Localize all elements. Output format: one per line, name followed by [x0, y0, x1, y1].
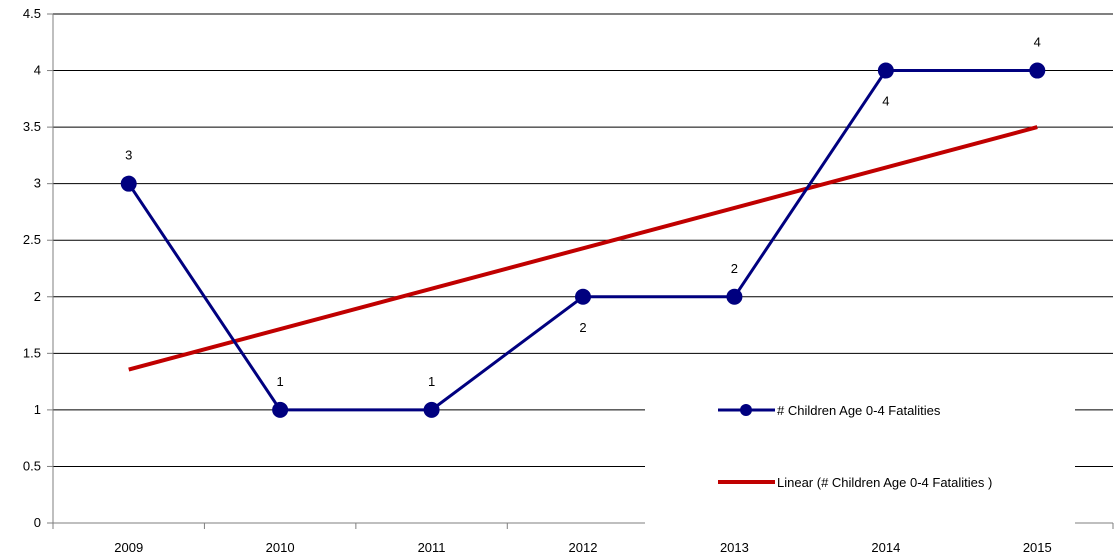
trendline: [128, 125, 1038, 372]
y-tick-label: 3.5: [23, 119, 41, 134]
data-label: 3: [125, 148, 132, 163]
y-tick-label: 1.5: [23, 345, 41, 360]
data-label: 1: [428, 374, 435, 389]
x-tick-label: 2015: [1023, 540, 1052, 555]
x-tick-label: 2014: [871, 540, 900, 555]
y-tick-label: 4.5: [23, 6, 41, 21]
legend-background: [645, 380, 1075, 530]
series-group: [120, 62, 1046, 418]
trendline-group: [128, 125, 1038, 372]
y-tick-label: 1: [34, 402, 41, 417]
legend-series-label: # Children Age 0-4 Fatalities: [777, 403, 941, 418]
data-label: 2: [579, 320, 586, 335]
y-tick-label: 2: [34, 289, 41, 304]
x-tick-label: 2012: [569, 540, 598, 555]
legend-trendline-label: Linear (# Children Age 0-4 Fatalities ): [777, 475, 992, 490]
data-label: 1: [277, 374, 284, 389]
y-tick-label: 4: [34, 63, 41, 78]
legend-series-marker: [740, 404, 752, 416]
x-tick-label: 2011: [418, 540, 446, 555]
y-tick-label: 0.5: [23, 458, 41, 473]
data-point: [272, 401, 289, 418]
x-tick-label: 2013: [720, 540, 749, 555]
x-tick-label: 2009: [114, 540, 143, 555]
data-labels: 3 1 1 2 2 4 4: [125, 35, 1041, 389]
x-tick-label: 2010: [266, 540, 295, 555]
y-tick-label: 2.5: [23, 232, 41, 247]
gridlines: [53, 13, 1113, 467]
legend: # Children Age 0-4 Fatalities Linear (# …: [645, 380, 1075, 530]
y-tick-label: 3: [34, 176, 41, 191]
data-label: 2: [731, 261, 738, 276]
y-tick-label: 0: [34, 515, 41, 530]
data-point: [120, 175, 137, 192]
data-point: [1029, 62, 1046, 79]
data-label: 4: [882, 94, 889, 109]
data-point: [575, 288, 591, 305]
data-point: [726, 288, 743, 305]
data-label: 4: [1034, 35, 1041, 50]
x-axis-ticks: 2009 2010 2011 2012 2013 2014 2015: [52, 523, 1114, 555]
y-axis-ticks: 0 0.5 1 1.5 2 2.5 3 3.5 4 4.5: [23, 6, 53, 530]
data-point: [877, 62, 894, 79]
data-point: [423, 401, 440, 418]
